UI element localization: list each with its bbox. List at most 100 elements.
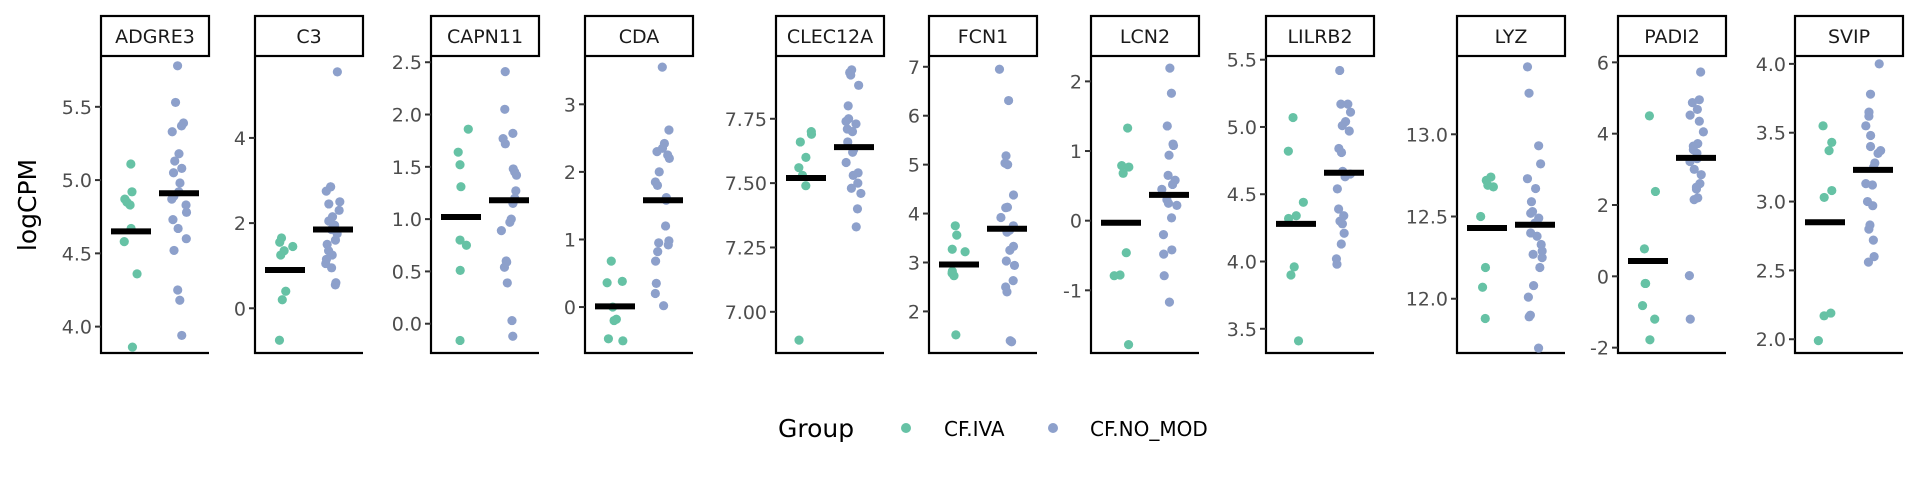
- data-point-cf-iva: [794, 335, 804, 345]
- facet-strip: [1793, 14, 1905, 58]
- data-point-cf-no-mod: [1865, 89, 1876, 99]
- y-tick-label: 3.5: [1756, 123, 1786, 145]
- y-tick-label: 7.50: [725, 173, 767, 195]
- data-point-cf-no-mod: [1336, 239, 1346, 249]
- facet-strip-label: CAPN11: [447, 26, 523, 48]
- y-tick-label: 3: [564, 94, 576, 116]
- facet-strip-label: FCN1: [958, 26, 1009, 48]
- y-tick-label: 5: [908, 155, 920, 177]
- data-point-cf-no-mod: [1339, 228, 1349, 238]
- data-point-cf-no-mod: [1689, 195, 1699, 205]
- data-point-cf-no-mod: [1865, 141, 1876, 152]
- data-point-cf-no-mod: [1868, 201, 1878, 211]
- data-point-cf-iva: [455, 265, 465, 275]
- data-point-cf-no-mod: [330, 235, 341, 245]
- y-tick-label: 5.0: [1227, 117, 1257, 139]
- data-point-cf-iva: [960, 247, 970, 257]
- data-point-cf-iva: [1293, 336, 1304, 346]
- data-point-cf-no-mod: [996, 212, 1006, 223]
- data-point-cf-no-mod: [505, 217, 515, 227]
- data-point-cf-no-mod: [1535, 262, 1545, 273]
- panel-lcn2: LCN2 -1 0 1 2: [1063, 14, 1201, 355]
- data-point-cf-no-mod: [1537, 253, 1547, 263]
- data-point-cf-iva: [949, 271, 959, 281]
- data-point-cf-no-mod: [1005, 245, 1015, 255]
- y-tick-label: 4.0: [62, 317, 92, 339]
- data-point-cf-no-mod: [843, 101, 853, 111]
- data-point-cf-no-mod: [167, 194, 177, 204]
- data-point-cf-iva: [119, 237, 129, 247]
- data-point-cf-no-mod: [181, 234, 191, 244]
- data-point-cf-no-mod: [664, 153, 674, 163]
- data-point-cf-no-mod: [1685, 314, 1695, 324]
- facet-strip: [774, 14, 886, 58]
- data-point-cf-iva: [617, 276, 627, 286]
- y-tick-label: 1: [1070, 141, 1082, 163]
- data-point-cf-no-mod: [1866, 130, 1876, 141]
- data-point-cf-no-mod: [1533, 343, 1544, 353]
- data-point-cf-no-mod: [1684, 271, 1694, 281]
- y-tick-label: 5.5: [1227, 50, 1257, 72]
- data-point-cf-no-mod: [1003, 160, 1013, 170]
- facet-strip: [429, 14, 541, 58]
- y-tick-label: 1: [564, 229, 576, 251]
- data-point-cf-no-mod: [660, 221, 671, 231]
- data-point-cf-no-mod: [853, 178, 863, 188]
- data-point-cf-no-mod: [1344, 126, 1354, 136]
- facet-strip-label: LCN2: [1120, 26, 1170, 48]
- data-point-cf-no-mod: [1008, 190, 1019, 200]
- y-tick-label: 0.5: [392, 261, 422, 283]
- panel-adgre3: ADGRE3 4.0 4.5 5.0 5.5: [62, 14, 211, 355]
- data-point-cf-iva: [609, 315, 619, 326]
- data-point-cf-no-mod: [1537, 246, 1547, 256]
- data-point-cf-no-mod: [1689, 164, 1699, 174]
- y-tick-label: 2.0: [1756, 329, 1786, 351]
- facet-strip-label: LILRB2: [1287, 26, 1352, 48]
- data-point-cf-no-mod: [1694, 116, 1704, 126]
- y-tick-label: 3.0: [1756, 192, 1786, 214]
- data-point-cf-no-mod: [172, 61, 183, 71]
- data-point-cf-no-mod: [650, 256, 661, 266]
- data-point-cf-no-mod: [1536, 159, 1546, 169]
- panel-fcn1: FCN1 2 3 4 5 6 7: [908, 14, 1039, 355]
- data-point-cf-no-mod: [846, 70, 856, 80]
- data-point-cf-no-mod: [170, 156, 180, 166]
- data-point-cf-no-mod: [653, 247, 663, 257]
- data-point-cf-iva: [795, 137, 805, 147]
- data-point-cf-no-mod: [500, 104, 510, 114]
- data-point-cf-no-mod: [1332, 259, 1342, 269]
- data-point-cf-no-mod: [1009, 260, 1020, 271]
- data-point-cf-no-mod: [1861, 121, 1871, 131]
- y-tick-label: 4: [908, 204, 920, 226]
- data-point-cf-iva: [603, 334, 614, 344]
- data-point-cf-no-mod: [168, 168, 179, 178]
- data-point-cf-no-mod: [169, 245, 179, 256]
- y-tick-label: 2: [908, 301, 920, 323]
- data-point-cf-iva: [1289, 262, 1299, 272]
- data-point-cf-no-mod: [1164, 297, 1175, 307]
- data-point-cf-iva: [1117, 161, 1127, 171]
- data-point-cf-no-mod: [1336, 147, 1347, 158]
- data-point-cf-no-mod: [507, 315, 517, 326]
- data-point-cf-iva: [952, 230, 962, 240]
- data-point-cf-no-mod: [1692, 104, 1702, 115]
- data-point-cf-no-mod: [1687, 98, 1698, 108]
- legend: Group CF.IVA CF.NO_MOD: [778, 414, 1208, 443]
- y-tick-label: 12.5: [1406, 207, 1448, 229]
- y-tick-label: 2: [234, 213, 246, 235]
- y-tick-label: 4.5: [62, 243, 92, 265]
- data-point-cf-iva: [455, 160, 465, 170]
- y-tick-label: 2: [1597, 195, 1609, 217]
- data-point-cf-no-mod: [1691, 184, 1702, 194]
- data-point-cf-no-mod: [1864, 224, 1874, 234]
- data-point-cf-iva: [1650, 186, 1661, 197]
- data-point-cf-no-mod: [1334, 204, 1344, 214]
- facet-strip: [927, 14, 1039, 58]
- data-point-cf-no-mod: [657, 62, 667, 72]
- data-point-cf-no-mod: [1522, 62, 1533, 72]
- data-point-cf-no-mod: [1864, 111, 1874, 121]
- facet-strip-label: C3: [296, 26, 321, 48]
- data-point-cf-iva: [1288, 112, 1298, 123]
- facet-strip-label: CDA: [619, 26, 660, 48]
- data-point-cf-iva: [1639, 244, 1650, 254]
